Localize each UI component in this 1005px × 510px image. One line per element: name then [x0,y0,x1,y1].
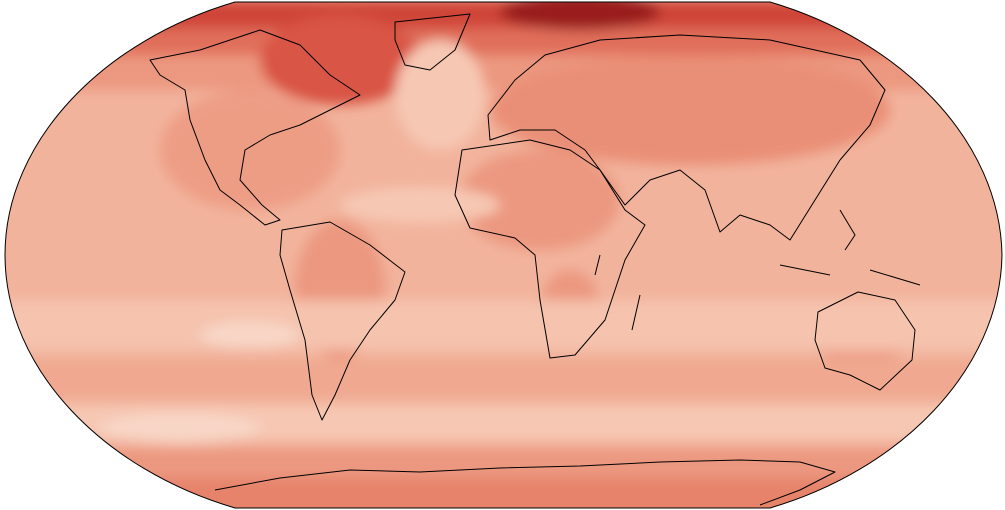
north-america [149,29,361,226]
shade-blob [200,321,300,349]
shade-band [5,360,1002,400]
greenland [394,13,471,71]
eurasia [487,34,886,241]
shade-blob [340,187,500,223]
antarctica [214,459,836,506]
islands [594,209,921,331]
africa [454,139,646,359]
coastlines [149,13,921,506]
shade-band [5,300,1002,350]
australia [814,291,916,391]
shade-blob [395,40,485,150]
shade-blob [160,90,340,210]
shade-blob [100,413,260,443]
shade-blob [460,150,620,250]
shade-band [5,478,1002,508]
shade-blob [500,2,660,30]
shade-blob [260,15,420,105]
shade-blob [490,55,890,165]
map-border [4,1,1003,509]
south-america [279,221,406,421]
